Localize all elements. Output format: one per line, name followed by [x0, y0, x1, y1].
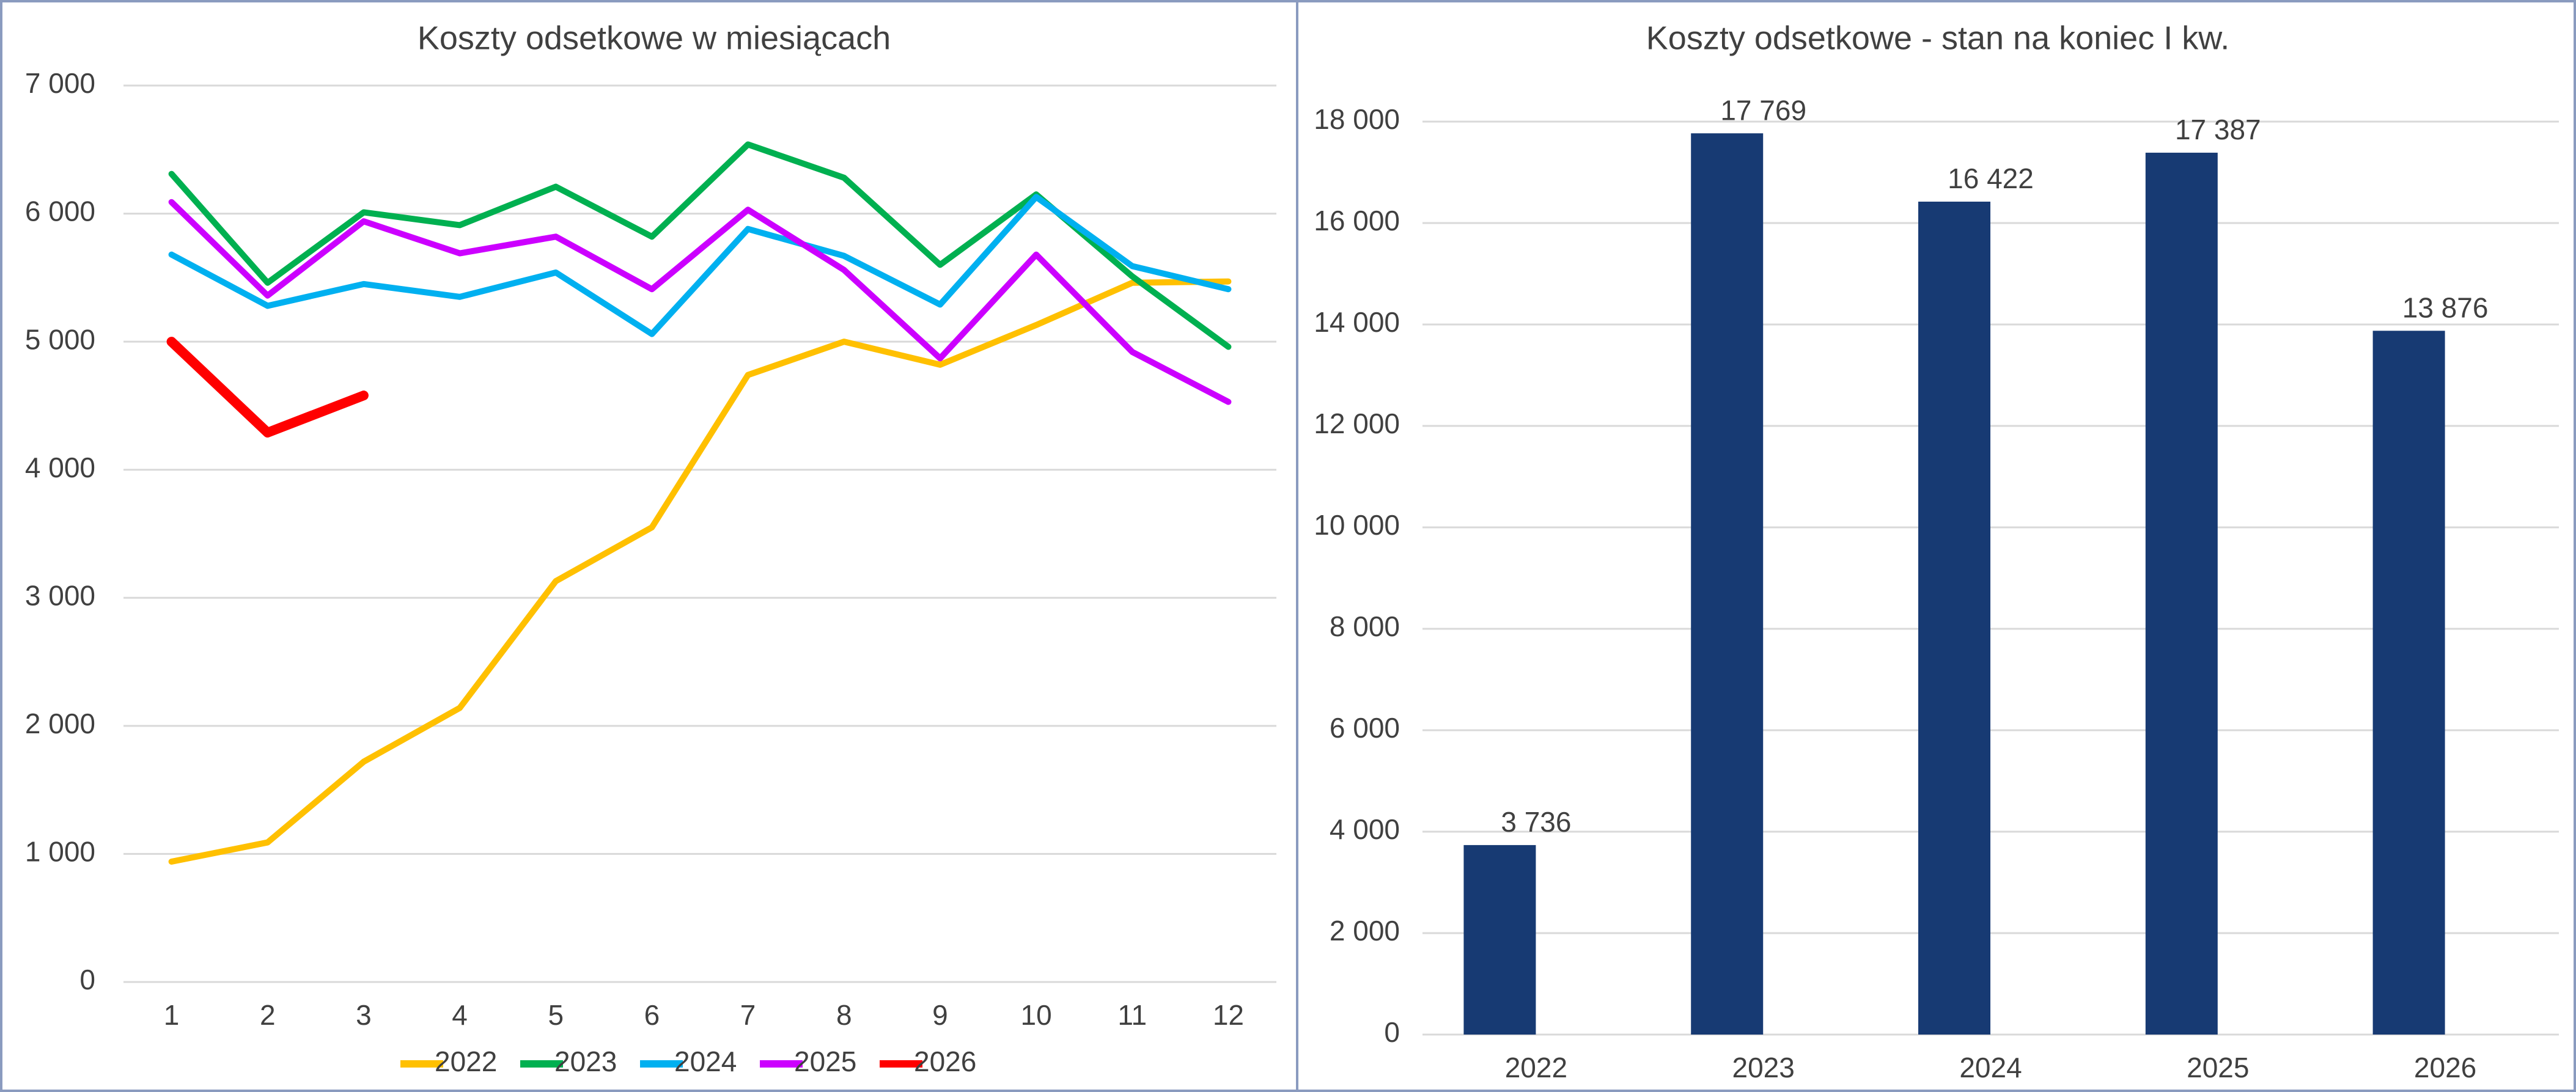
- x-tick-label: 2026: [2414, 1052, 2476, 1083]
- chart-title: Koszty odsetkowe - stan na koniec I kw.: [1646, 20, 2229, 56]
- series-line: [168, 278, 1232, 865]
- legend-label: 2024: [674, 1046, 737, 1077]
- bar: [1691, 133, 1764, 1035]
- x-tick-label: 12: [1213, 999, 1244, 1031]
- y-tick-label: 16 000: [1314, 205, 1400, 236]
- x-tick-label: 1: [164, 999, 180, 1031]
- x-tick-label: 11: [1117, 999, 1147, 1031]
- x-tick-label: 6: [644, 999, 660, 1031]
- data-label: 17 769: [1720, 94, 1806, 126]
- y-tick-label: 4 000: [25, 452, 95, 483]
- series-line: [166, 337, 369, 438]
- x-tick-label: 3: [356, 999, 372, 1031]
- bar: [1918, 201, 1991, 1035]
- y-tick-label: 4 000: [1330, 813, 1400, 845]
- y-tick-label: 10 000: [1314, 509, 1400, 541]
- series-line: [168, 199, 1232, 405]
- x-tick-label: 4: [452, 999, 468, 1031]
- data-label: 16 422: [1948, 163, 2034, 194]
- legend-label: 2025: [794, 1046, 856, 1077]
- y-tick-label: 14 000: [1314, 306, 1400, 338]
- x-tick-label: 10: [1020, 999, 1051, 1031]
- y-tick-label: 0: [1384, 1016, 1400, 1048]
- x-tick-label: 2023: [1732, 1052, 1795, 1083]
- x-tick-label: 5: [548, 999, 564, 1031]
- y-tick-label: 1 000: [25, 836, 95, 868]
- x-tick-label: 2: [260, 999, 276, 1031]
- bar: [2372, 331, 2445, 1035]
- y-tick-label: 6 000: [25, 196, 95, 227]
- x-tick-label: 2024: [1959, 1052, 2022, 1083]
- y-tick-label: 3 000: [25, 579, 95, 611]
- legend-label: 2022: [435, 1046, 497, 1077]
- y-tick-label: 12 000: [1314, 408, 1400, 439]
- y-tick-label: 2 000: [1330, 915, 1400, 947]
- data-label: 13 876: [2402, 291, 2489, 323]
- data-label: 3 736: [1501, 806, 1571, 838]
- bar: [2145, 152, 2218, 1035]
- x-tick-label: 7: [740, 999, 756, 1031]
- x-tick-label: 2022: [1505, 1052, 1567, 1083]
- y-tick-label: 18 000: [1314, 103, 1400, 135]
- legend-label: 2026: [914, 1046, 976, 1077]
- y-tick-label: 6 000: [1330, 712, 1400, 744]
- x-tick-label: 9: [932, 999, 948, 1031]
- chart-title: Koszty odsetkowe w miesiącach: [418, 20, 891, 56]
- x-tick-label: 2025: [2187, 1052, 2249, 1083]
- y-tick-label: 2 000: [25, 708, 95, 739]
- y-tick-label: 7 000: [25, 67, 95, 99]
- y-tick-label: 5 000: [25, 323, 95, 355]
- y-tick-label: 0: [79, 964, 95, 995]
- legend-label: 2023: [554, 1046, 617, 1077]
- x-tick-label: 8: [836, 999, 852, 1031]
- bar: [1463, 845, 1536, 1035]
- series-line: [168, 194, 1232, 337]
- y-tick-label: 8 000: [1330, 610, 1400, 642]
- data-label: 17 387: [2175, 114, 2261, 145]
